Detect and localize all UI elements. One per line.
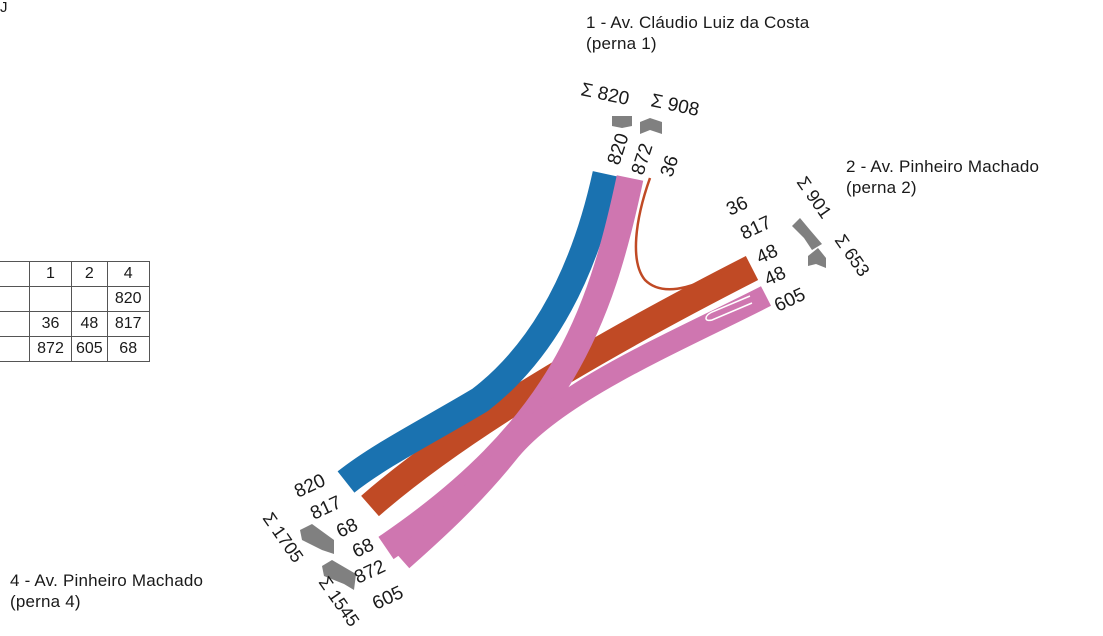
leg2-label: 2 - Av. Pinheiro Machado (perna 2) — [846, 156, 1039, 198]
od-cell: 820 — [106, 286, 150, 312]
leg1-label: 1 - Av. Cláudio Luiz da Costa (perna 1) — [586, 12, 809, 54]
od-cell — [71, 286, 108, 312]
uturn-loop-leg4 — [381, 486, 436, 525]
leg2-name: 2 - Av. Pinheiro Machado — [846, 157, 1040, 176]
od-row: 820 — [0, 286, 150, 312]
od-cell: 605 — [71, 336, 108, 362]
sum-arrow-leg2-out — [808, 248, 826, 268]
leg4-label: 4 - Av. Pinheiro Machado (perna 4) — [10, 570, 203, 612]
flow-label: 36 — [723, 193, 751, 221]
od-cell: 68 — [106, 336, 150, 362]
flow-label: 872 — [628, 141, 658, 178]
od-cell: 1 — [29, 261, 72, 287]
od-cell — [29, 286, 72, 312]
sum-label-leg1-in: Σ 820 — [579, 79, 631, 110]
flow-band-1-to-4 — [337, 171, 620, 493]
flow-band-4-to-2 — [394, 286, 772, 569]
sum-label-leg4-in: Σ 1705 — [259, 509, 308, 566]
od-row: 36 48 817 — [0, 311, 150, 337]
od-cell: 36 — [29, 311, 72, 337]
od-cell — [0, 336, 30, 362]
flow-label: 605 — [771, 284, 809, 316]
leg4-sub: (perna 4) — [10, 592, 81, 611]
corner-glyph: J — [0, 0, 8, 16]
flow-label: 820 — [604, 131, 634, 168]
sum-label-leg1-out: Σ 908 — [649, 90, 701, 121]
sum-arrow-leg1-in — [612, 116, 632, 128]
leg2-sub: (perna 2) — [846, 178, 917, 197]
sum-label-leg2-in: Σ 901 — [793, 173, 836, 222]
flow-label: 817 — [737, 212, 775, 244]
leg4-name: 4 - Av. Pinheiro Machado — [10, 571, 204, 590]
leg1-sub: (perna 1) — [586, 34, 657, 53]
sum-arrow-leg4-in — [300, 524, 334, 554]
flow-band-2-to-1 — [634, 177, 745, 291]
od-row: 872 605 68 — [0, 336, 150, 362]
flow-band-4-to-1 — [378, 175, 644, 560]
sum-arrow-leg2-in — [792, 218, 822, 250]
flow-label: 36 — [657, 153, 684, 180]
sum-arrow-leg1-out — [640, 118, 662, 134]
od-cell: 817 — [106, 311, 150, 337]
od-cell: 872 — [29, 336, 72, 362]
uturn-loop-leg2 — [705, 295, 753, 322]
flow-label: 605 — [369, 582, 407, 614]
od-cell: 2 — [71, 261, 108, 287]
sum-label-leg2-out: Σ 653 — [831, 231, 874, 280]
flow-label: 68 — [333, 515, 361, 543]
od-cell: 48 — [71, 311, 108, 337]
od-matrix-table: 1 2 4 820 36 48 817 872 605 68 — [0, 261, 150, 362]
leg1-name: 1 - Av. Cláudio Luiz da Costa — [586, 13, 810, 32]
sum-arrow-leg4-out — [322, 560, 356, 590]
